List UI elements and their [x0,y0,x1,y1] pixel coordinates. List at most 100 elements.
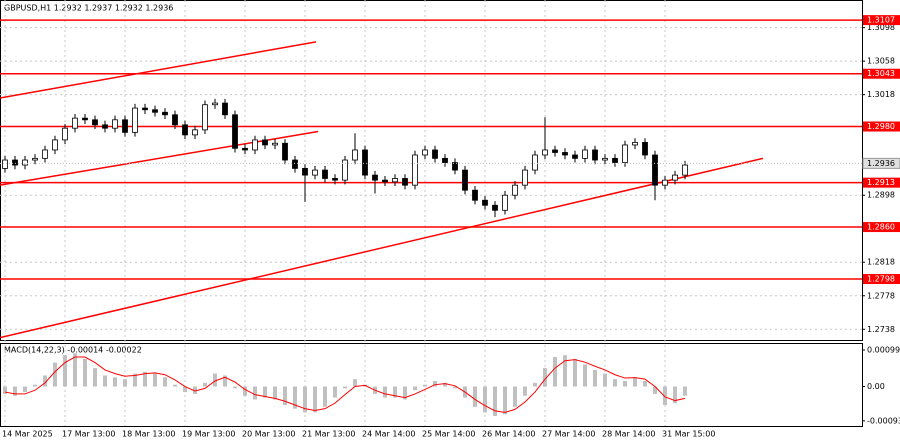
macd-bar [203,382,207,387]
y-tick-label: 0.00 [867,382,885,391]
macd-bar [653,386,657,394]
x-tick-label: 17 Mar 13:00 [62,430,115,439]
candle-body [232,114,238,149]
macd-panel [0,343,863,427]
macd-bar [23,386,27,393]
level-label: 1.2798 [867,275,895,284]
macd-bar [533,382,537,387]
macd-bar [583,364,587,387]
chart-title: GBPUSD,H1 1.2932 1.2937 1.2932 1.2936 [4,4,173,13]
y-tick-label: 1.2778 [867,291,895,300]
macd-bar [233,386,237,389]
candle-body [152,109,158,113]
x-tick-label: 20 Mar 13:00 [242,430,295,439]
macd-bar [263,386,267,398]
x-tick-label: 27 Mar 14:00 [542,430,595,439]
macd-bar [383,386,387,398]
y-tick-label: 1.3098 [867,23,895,32]
macd-bar [513,386,517,407]
macd-bar [423,384,427,387]
candle-body [652,154,658,186]
macd-bar [283,386,287,405]
macd-bar [193,386,197,394]
last-price-label: 1.2936 [867,159,895,168]
candle-body [672,174,678,181]
macd-bar [73,353,77,387]
y-tick-label: 1.2898 [867,191,895,200]
macd-bar [683,386,687,396]
x-tick-label: 14 Mar 2025 [2,430,53,439]
candle-body [562,152,568,156]
candle-body [642,142,648,156]
macd-bar [553,357,557,387]
candle-body [372,174,378,181]
candle-body [2,159,8,169]
macd-bar [493,386,497,417]
candle-body [452,162,458,171]
y-tick-label: 1.2738 [867,325,895,334]
macd-bar [343,386,347,389]
x-tick-label: 21 Mar 13:00 [302,430,355,439]
y-tick-label: 0.00099 [867,346,900,355]
level-label: 1.3107 [867,16,895,25]
candle-body [442,157,448,163]
macd-bar [43,375,47,387]
macd-bar [113,377,117,387]
macd-bar [293,386,297,409]
candle-body [202,104,208,131]
level-label: 1.2913 [867,178,895,187]
candle-body [162,111,168,116]
macd-bar [303,386,307,413]
candle-body [572,154,578,159]
candle-body [212,102,218,106]
x-tick-label: 31 Mar 15:00 [662,430,715,439]
candle-body [552,149,558,153]
x-tick-label: 26 Mar 14:00 [482,430,535,439]
macd-bar [173,384,177,387]
candle-body [72,117,78,129]
macd-bar [483,386,487,413]
level-label-box [863,121,900,132]
candle-body [282,142,288,161]
candle-body [662,179,668,186]
candle-body [242,147,248,151]
candle-body [142,107,148,111]
macd-bar [453,386,457,389]
macd-bar [573,358,577,387]
candle-body [172,114,178,126]
candle-body [482,199,488,206]
candle-body [262,139,268,146]
macd-bar [633,377,637,387]
candle-body [292,159,298,169]
y-tick-label: 1.3058 [867,57,895,66]
candle-body [472,189,478,201]
candle-body [432,149,438,159]
candle-body [252,139,258,151]
candle-body [22,159,28,166]
candle-body [622,144,628,163]
candle-body [12,159,18,166]
candle-body [422,149,428,156]
candle-body [462,169,468,191]
macd-bar [63,355,67,387]
macd-bar [503,386,507,415]
candle-body [392,178,398,183]
x-tick-label: 25 Mar 14:00 [422,430,475,439]
level-label-box [863,274,900,284]
macd-bar [663,386,667,405]
candle-body [612,157,618,163]
macd-bar [323,386,327,407]
macd-bar [613,379,617,387]
macd-bar [523,386,527,396]
main-panel [0,0,863,341]
candle-body [42,149,48,159]
candle-body [412,154,418,186]
macd-bar [93,368,97,387]
candle-body [492,204,498,211]
macd-bar [593,369,597,387]
macd-bar [33,384,37,387]
macd-bar [213,373,217,387]
level-label: 1.2980 [867,122,895,131]
